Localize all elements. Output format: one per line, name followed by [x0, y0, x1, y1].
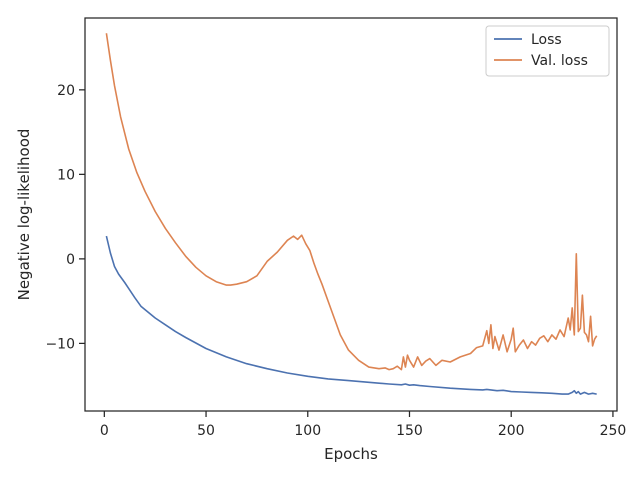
x-tick-label: 250 [600, 423, 627, 439]
y-axis: −10 0 10 20 [45, 83, 85, 352]
y-tick-label: 0 [66, 252, 75, 268]
series-line-1 [105, 235, 597, 395]
legend-label-1: Loss [531, 32, 562, 48]
y-tick-label: 20 [57, 83, 75, 99]
series-line-2 [105, 33, 598, 371]
plot-frame [84, 17, 618, 412]
x-tick-label: 0 [100, 423, 109, 439]
x-axis: 0 50 100 150 200 250 [100, 411, 626, 439]
series-layer [105, 33, 598, 395]
x-axis-label: Epochs [324, 445, 378, 463]
x-tick-label: 150 [396, 423, 423, 439]
legend-label-2: Val. loss [531, 53, 588, 69]
x-tick-label: 50 [197, 423, 215, 439]
x-tick-label: 200 [498, 423, 525, 439]
y-tick-label: −10 [45, 336, 75, 352]
x-tick-label: 100 [294, 423, 321, 439]
y-tick-label: 10 [57, 167, 75, 183]
legend: Loss Val. loss [485, 25, 610, 77]
y-axis-label: Negative log-likelihood [15, 129, 33, 301]
